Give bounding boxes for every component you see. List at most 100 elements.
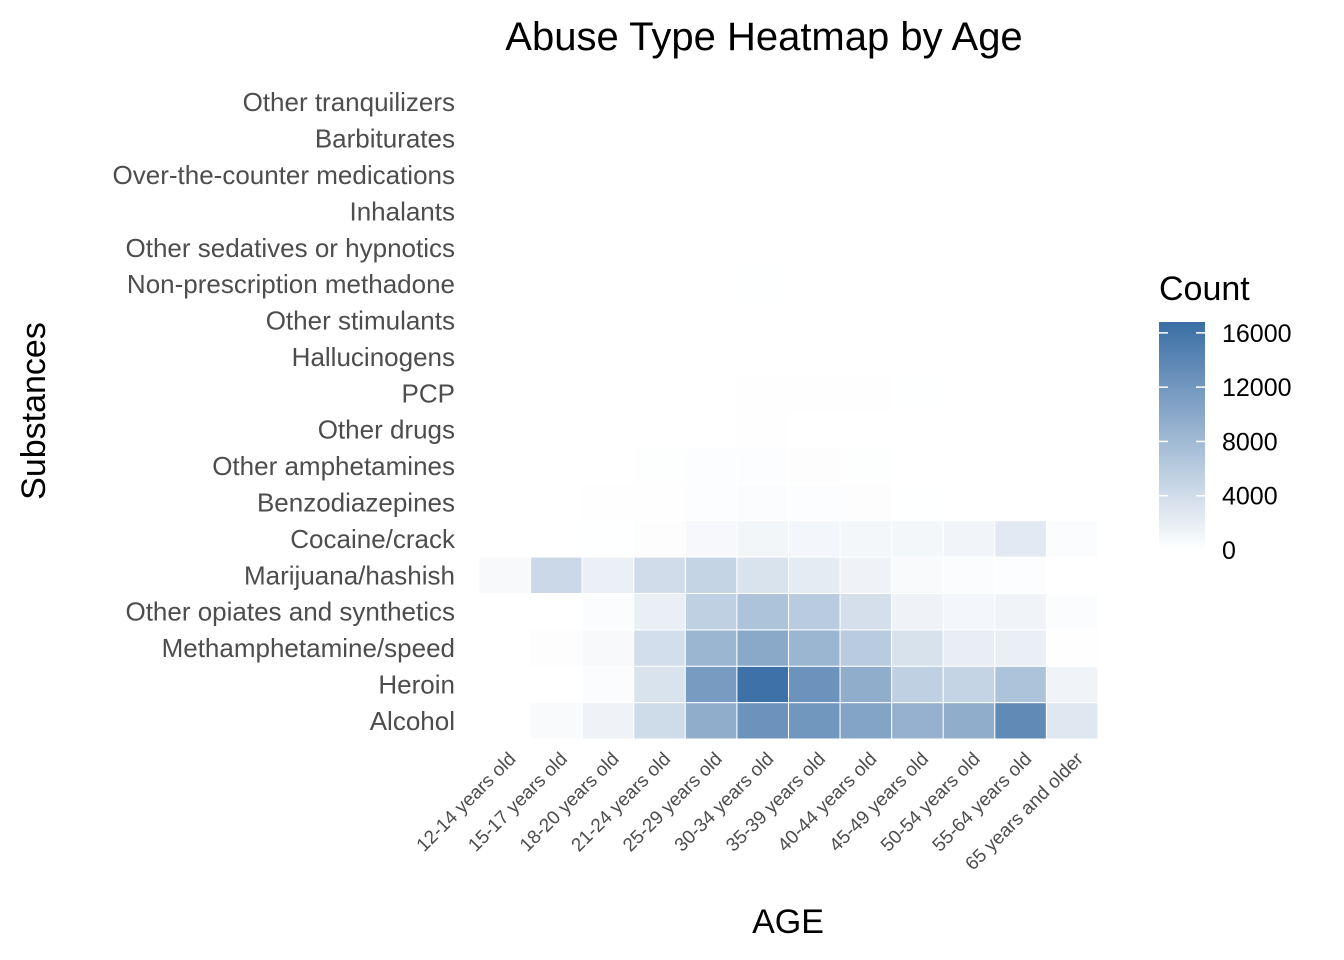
heatmap-cell [942, 629, 996, 667]
heatmap-cell [581, 483, 635, 522]
heatmap-cell [942, 301, 996, 340]
heatmap-cell [788, 592, 841, 631]
heatmap-cell [994, 119, 1047, 158]
heatmap-cell [478, 447, 532, 485]
heatmap-cell [788, 83, 841, 121]
heatmap-cell [581, 83, 635, 121]
heatmap-cell [839, 83, 893, 121]
heatmap-cell [581, 119, 635, 158]
heatmap-cell [478, 338, 532, 376]
heatmap-cell [633, 192, 686, 231]
heatmap-cell [736, 119, 790, 158]
heatmap-cell [994, 592, 1047, 631]
heatmap-cell [633, 156, 686, 194]
heatmap-cell [530, 338, 583, 376]
heatmap-cell [942, 483, 996, 522]
heatmap-cell [736, 447, 790, 485]
heatmap-cell [994, 301, 1047, 340]
heatmap-cell [581, 374, 635, 413]
heatmap-cell [684, 265, 738, 303]
heatmap-cell [581, 702, 635, 740]
heatmap-cell [1045, 411, 1099, 449]
heatmap-cell [994, 265, 1047, 303]
heatmap-cell [736, 411, 790, 449]
heatmap-cell [736, 192, 790, 231]
heatmap-cell [1045, 192, 1099, 231]
heatmap-cell [478, 156, 532, 194]
heatmap-cell [839, 374, 893, 413]
heatmap-cell [530, 265, 583, 303]
heatmap-cell [788, 665, 841, 704]
heatmap-cell [633, 447, 686, 485]
heatmap-cell [1045, 520, 1099, 558]
heatmap-cell [581, 447, 635, 485]
heatmap-cell [633, 702, 686, 740]
heatmap-cell [633, 592, 686, 631]
heatmap-cell [633, 629, 686, 667]
heatmap-cell [891, 156, 944, 194]
heatmap-cell [839, 156, 893, 194]
heatmap-cell [994, 520, 1047, 558]
heatmap-cell [788, 556, 841, 594]
heatmap-cell [891, 702, 944, 740]
heatmap-cell [736, 374, 790, 413]
heatmap-cell [478, 192, 532, 231]
heatmap-cell [684, 301, 738, 340]
y-tick-label: Other sedatives or hypnotics [126, 233, 456, 263]
heatmap-cell [530, 483, 583, 522]
heatmap-cell [581, 520, 635, 558]
heatmap-cell [478, 265, 532, 303]
heatmap-cell [788, 411, 841, 449]
heatmap-cell [788, 301, 841, 340]
heatmap-cell [788, 119, 841, 158]
heatmap-cell [942, 192, 996, 231]
heatmap-cell [684, 702, 738, 740]
heatmap-cell [1045, 447, 1099, 485]
heatmap-cell [839, 229, 893, 267]
heatmap-cell [994, 665, 1047, 704]
y-tick-label: Marijuana/hashish [244, 560, 455, 590]
heatmap-cells [478, 83, 1099, 740]
heatmap-cell [788, 265, 841, 303]
heatmap-cell [478, 229, 532, 267]
heatmap-cell [736, 556, 790, 594]
heatmap-cell [1045, 83, 1099, 121]
heatmap-cell [684, 119, 738, 158]
heatmap-cell [581, 229, 635, 267]
heatmap-cell [942, 702, 996, 740]
heatmap-cell [633, 229, 686, 267]
heatmap-cell [736, 483, 790, 522]
heatmap-cell [581, 629, 635, 667]
heatmap-cell [891, 374, 944, 413]
heatmap-cell [1045, 665, 1099, 704]
heatmap-cell [736, 83, 790, 121]
y-tick-label: Other amphetamines [212, 451, 455, 481]
heatmap-cell [1045, 592, 1099, 631]
heatmap-cell [736, 229, 790, 267]
heatmap-cell [839, 411, 893, 449]
heatmap-cell [839, 665, 893, 704]
heatmap-cell [736, 301, 790, 340]
heatmap-cell [942, 520, 996, 558]
heatmap-cell [1045, 338, 1099, 376]
heatmap-cell [633, 665, 686, 704]
y-axis-title: Substances [15, 322, 53, 500]
heatmap-cell [891, 229, 944, 267]
heatmap-cell [839, 520, 893, 558]
heatmap-cell [530, 83, 583, 121]
heatmap-cell [530, 629, 583, 667]
heatmap-cell [478, 520, 532, 558]
heatmap-cell [788, 338, 841, 376]
heatmap-cell [684, 520, 738, 558]
heatmap-cell [839, 301, 893, 340]
heatmap-cell [581, 192, 635, 231]
heatmap-cell [530, 447, 583, 485]
y-tick-label: Non-prescription methadone [127, 269, 455, 299]
heatmap-cell [530, 229, 583, 267]
heatmap-cell [942, 556, 996, 594]
heatmap-cell [1045, 374, 1099, 413]
legend-ticks: 0 4000 8000 12000 16000 [1159, 320, 1292, 565]
heatmap-cell [994, 229, 1047, 267]
heatmap-cell [839, 483, 893, 522]
heatmap-cell [788, 629, 841, 667]
